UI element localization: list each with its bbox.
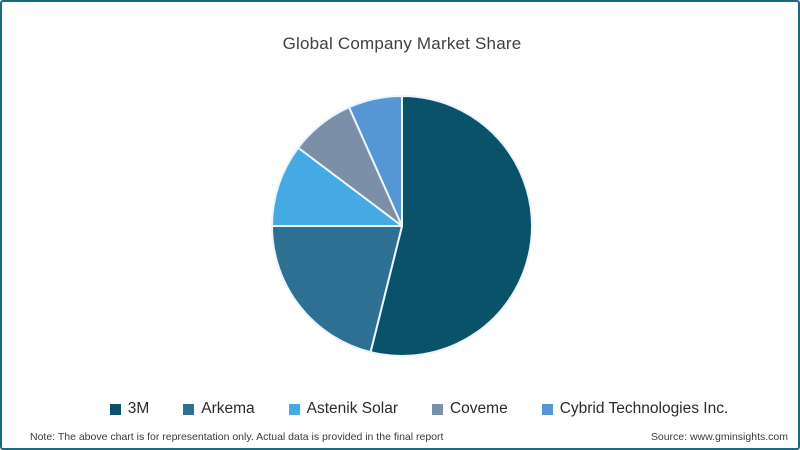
chart-footer: Note: The above chart is for representat… [2, 426, 798, 448]
pie-slice-3m[interactable]: 3M: 53.9% [369, 95, 533, 357]
pie-slice-cybrid-technologies-inc[interactable]: Cybrid Technologies Inc.: 6.6% [348, 95, 403, 227]
pie-slice-astenik-solar[interactable]: Astenik Solar: 10.3% [271, 146, 403, 227]
footer-source: Source: www.gminsights.com [650, 431, 788, 443]
legend-item-label: Coveme [449, 400, 508, 418]
legend-swatch-arkema [183, 403, 195, 415]
page-title: Global Company Market Share [282, 34, 522, 53]
legend-swatch-3m [109, 403, 121, 415]
legend-item-coveme[interactable]: Coveme [431, 400, 508, 418]
legend-item-label: 3M [127, 400, 150, 418]
pie-slice-group: 3M: 53.9%Arkema: 21.1%Astenik Solar: 10.… [271, 95, 533, 357]
legend-swatch-coveme [431, 403, 443, 415]
legend-swatch-cybrid-technologies-inc [541, 403, 553, 415]
legend-swatch-astenik-solar [288, 403, 300, 415]
legend-item-astenik-solar[interactable]: Astenik Solar [288, 400, 398, 418]
legend-item-label: Arkema [201, 400, 255, 418]
legend-item-arkema[interactable]: Arkema [183, 400, 255, 418]
legend-item-label: Cybrid Technologies Inc. [559, 400, 729, 418]
pie-slice-arkema[interactable]: Arkema: 21.1% [271, 225, 403, 354]
footer-note: Note: The above chart is for representat… [30, 431, 444, 443]
legend-item-label: Astenik Solar [306, 400, 398, 418]
chart-legend: 3M Arkema Astenik Solar Coveme Cybrid Techno… [2, 395, 798, 423]
pie-chart-svg: 3M: 53.9%Arkema: 21.1%Astenik Solar: 10.… [271, 95, 533, 357]
legend-item-3m[interactable]: 3M [109, 400, 150, 418]
legend-item-cybrid-technologies-inc[interactable]: Cybrid Technologies Inc. [541, 400, 729, 418]
pie-chart: 3M: 53.9%Arkema: 21.1%Astenik Solar: 10.… [2, 2, 798, 382]
